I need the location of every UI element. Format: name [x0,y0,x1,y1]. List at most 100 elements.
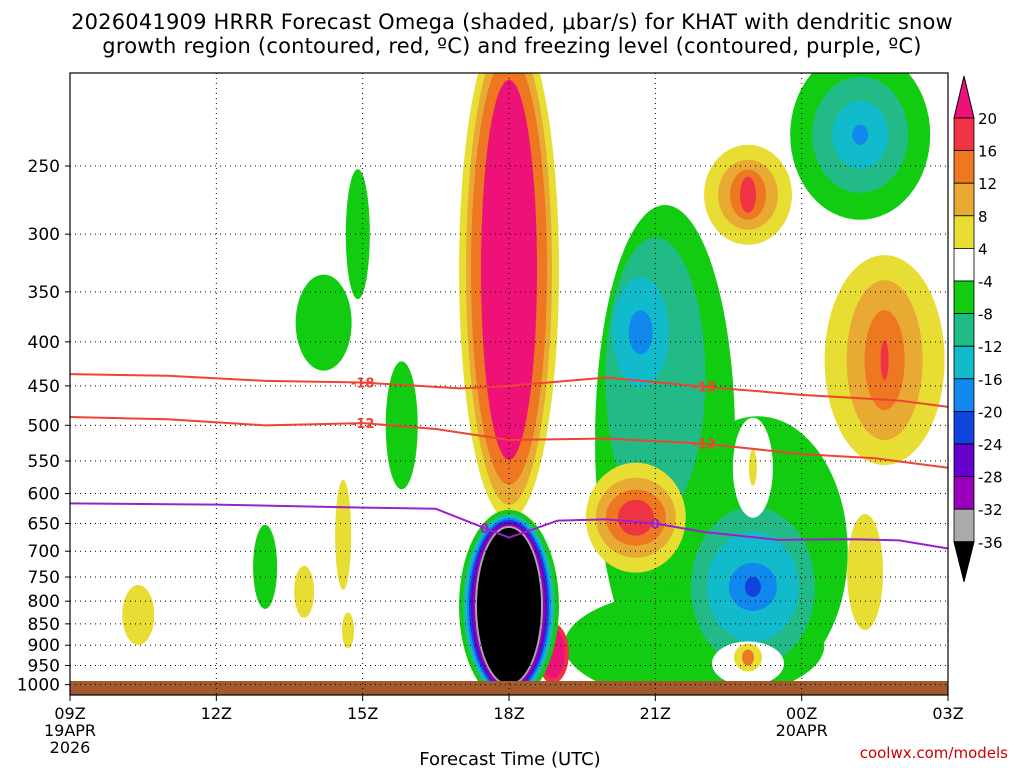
downdraft-core-18z [459,509,559,681]
downdraft-lower-core [690,506,815,667]
updraft-main-column-level [481,79,537,460]
dendritic-contour--18 [69,373,949,408]
colorbar-label--20: -20 [978,403,1003,421]
colorbar-swatch-20 [953,117,975,151]
colorbar-swatch-16 [953,150,975,184]
downdraft-west-1-level [295,274,352,371]
updraft-small-2-level [742,649,755,666]
x-tick-label-03Z: 03Z [932,704,963,723]
updraft-west-4-level [342,612,355,649]
downdraft-region-upper-right-level [852,124,869,145]
y-tick-label-950: 950 [28,656,60,676]
colorbar-label--28: -28 [978,469,1003,487]
x-tick-sublabel: 19APR [44,721,96,740]
colorbar-label--32: -32 [978,501,1003,519]
colorbar-label-8: 8 [978,208,988,226]
colorbar-label-16: 16 [978,143,997,161]
y-tick-label-850: 850 [28,615,60,635]
updraft-mid-east [585,462,686,573]
colorbar-label-12: 12 [978,175,997,193]
y-tick-label-500: 500 [28,416,60,436]
dendritic-contour-label--18: -18 [692,381,716,396]
y-tick-label-400: 400 [28,333,60,353]
updraft-west-1-level [122,584,155,645]
credit-link[interactable]: coolwx.com/models [859,744,1008,762]
colorbar-swatch--24 [953,443,975,477]
x-tick-label-21Z: 21Z [640,704,671,723]
colorbar-label-20: 20 [978,110,997,128]
y-axis: 2503003504004505005506006507007508008509… [17,157,70,696]
colorbar-bottom-arrow [953,541,975,582]
dendritic-contour-label--12: -12 [692,438,716,453]
x-tick-label-00Z: 00Z [786,704,817,723]
updraft-west-2-level [294,565,315,618]
downdraft-west-1 [295,274,352,371]
updraft-west-2 [294,565,315,618]
updraft-west-4 [342,612,355,649]
colorbar: 20 16 12 8 4 -4 -8 -12 -16 -20 -24 -28 -32 -36 [953,75,1003,582]
x-tick-label-15Z: 15Z [347,704,378,723]
updraft-east-low [847,514,884,631]
updraft-east [824,255,945,466]
updraft-west-3 [335,479,352,590]
updraft-west-1 [122,584,155,645]
x-tick-sublabel: 20APR [776,721,828,740]
updraft-east-low-level [847,514,884,631]
freezing-contour-label-0: 0 [651,517,660,532]
chart-title-line-1: 2026041909 HRRR Forecast Omega (shaded, … [71,10,953,34]
y-tick-label-300: 300 [28,225,60,245]
colorbar-swatch--8 [953,313,975,347]
colorbar-label--16: -16 [978,371,1003,389]
freezing-contour-0 [69,502,949,550]
colorbar-swatch--4 [953,280,975,314]
x-tick-label-12Z: 12Z [201,704,232,723]
colorbar-swatch-4 [953,247,975,282]
updraft-upper-level [740,176,757,213]
colorbar-label--24: -24 [978,436,1003,454]
updraft-east-level [880,340,889,381]
freezing-contour-label-0: 0 [480,522,489,537]
y-tick-label-700: 700 [28,542,60,562]
dendritic-contour-label--12: -12 [351,417,375,432]
y-tick-label-800: 800 [28,592,60,612]
updraft-main-column [459,73,559,520]
updraft-upper [704,144,793,245]
downdraft-mid-level [628,310,653,355]
colorbar-top-arrow [953,75,975,119]
y-tick-label-750: 750 [28,568,60,588]
colorbar-swatch--20 [953,410,975,445]
y-tick-label-900: 900 [28,636,60,656]
y-tick-label-600: 600 [28,485,60,505]
y-tick-label-250: 250 [28,157,60,177]
downdraft-west-2-level [345,169,370,300]
omega-shading [122,73,945,681]
x-tick-label-18Z: 18Z [493,704,524,723]
colorbar-swatch--28 [953,476,975,510]
colorbar-label--8: -8 [978,306,993,324]
x-tick-sublabel: 2026 [50,738,91,757]
temperature-contours: -18 -18 -12 -12 0 0 [69,373,949,550]
updraft-small-3 [748,449,757,486]
colorbar-label--36: -36 [978,534,1003,552]
updraft-small-3-level [748,449,757,486]
colorbar-swatch-12 [953,182,975,217]
y-tick-label-1000: 1000 [17,676,60,696]
updraft-small-2 [734,643,763,672]
colorbar-swatch-8 [953,215,975,249]
downdraft-region-upper-right [790,73,931,220]
chart-title-line-2: growth region (contoured, red, ºC) and f… [102,34,922,58]
downdraft-west-4 [253,524,278,609]
y-tick-label-550: 550 [28,452,60,472]
colorbar-label-4: 4 [978,240,988,258]
dendritic-contour-label--18: -18 [351,377,375,392]
pressure-gridlines [70,73,948,695]
colorbar-swatch--12 [953,345,975,380]
colorbar-label--12: -12 [978,338,1003,356]
updraft-west-3-level [335,479,352,590]
downdraft-core-18z-level [477,527,541,681]
downdraft-west-2 [345,169,370,300]
x-axis-label: Forecast Time (UTC) [419,749,600,768]
colorbar-label--4: -4 [978,273,993,291]
